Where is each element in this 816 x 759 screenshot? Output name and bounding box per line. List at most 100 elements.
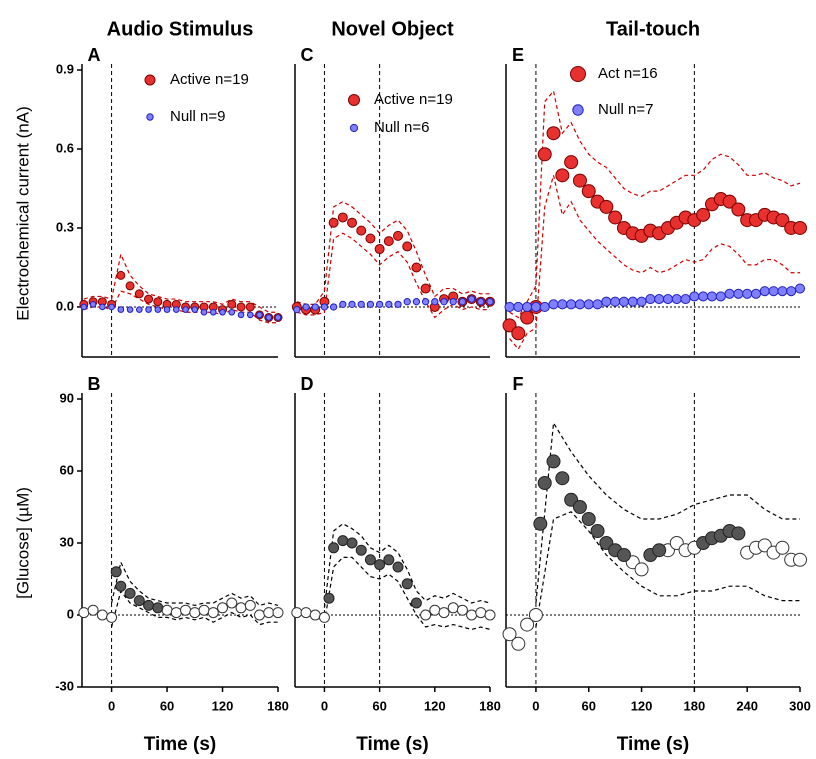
data-point: [366, 300, 375, 308]
data-point: [581, 184, 596, 199]
data-point: [374, 244, 385, 255]
data-point: [662, 294, 674, 305]
data-point: [116, 270, 126, 280]
legend-label: Null n=6: [374, 119, 429, 136]
data-point: [293, 305, 301, 314]
data-point: [246, 311, 254, 319]
data-point: [431, 298, 439, 306]
panel-title: Tail-touch: [606, 18, 700, 40]
data-point: [365, 233, 376, 244]
data-point: [274, 314, 282, 321]
data-point: [244, 599, 256, 611]
data-point: [420, 609, 432, 621]
y-axis-label: [Glucose] (µM): [13, 487, 32, 599]
data-point: [392, 561, 404, 573]
legend-label: Null n=7: [598, 101, 653, 118]
x-tick-label: 180: [684, 698, 706, 713]
data-point: [191, 306, 199, 313]
legend-label: Active n=19: [374, 91, 453, 108]
legend-marker: [144, 74, 156, 86]
data-point: [163, 306, 171, 313]
data-point: [466, 609, 478, 621]
data-point: [200, 308, 208, 316]
data-point: [546, 126, 561, 141]
data-point: [272, 607, 284, 619]
data-point: [555, 168, 570, 183]
data-point: [401, 578, 413, 590]
data-point: [117, 306, 125, 313]
data-point: [601, 296, 612, 307]
data-point: [634, 562, 649, 577]
data-point: [447, 602, 459, 614]
data-point: [581, 512, 596, 526]
data-point: [256, 311, 263, 319]
legend-marker: [349, 123, 359, 133]
x-tick-label: 60: [372, 698, 386, 713]
data-point: [574, 299, 585, 310]
data-point: [320, 303, 329, 311]
data-point: [429, 604, 441, 616]
x-tick-label: 120: [212, 698, 234, 713]
data-point: [226, 597, 238, 609]
data-point: [616, 548, 631, 562]
data-point: [513, 301, 524, 313]
data-point: [449, 298, 457, 306]
data-point: [394, 300, 402, 308]
data-point: [136, 306, 143, 313]
data-point: [375, 300, 384, 308]
y-tick-label: 0: [67, 606, 74, 621]
data-point: [189, 607, 201, 619]
data-point: [777, 286, 788, 297]
error-band: [509, 89, 801, 319]
data-point: [793, 552, 807, 567]
y-tick-label: 0.0: [56, 298, 74, 313]
data-point: [759, 286, 770, 297]
data-point: [323, 592, 335, 604]
data-point: [484, 609, 496, 621]
data-point: [237, 311, 245, 319]
data-point: [96, 609, 108, 621]
data-point: [291, 607, 303, 619]
data-point: [522, 301, 533, 313]
y-axis-label: Electrochemical current (nA): [13, 106, 32, 320]
data-point: [775, 213, 790, 228]
data-point: [80, 303, 88, 311]
data-point: [731, 526, 746, 541]
data-point: [530, 301, 541, 313]
data-point: [134, 289, 144, 299]
data-point: [145, 306, 152, 313]
data-point: [618, 296, 630, 307]
data-point: [402, 241, 413, 252]
error-band: [111, 589, 278, 628]
x-tick-label: 300: [789, 698, 811, 713]
data-point: [346, 537, 358, 549]
data-point: [125, 281, 135, 291]
data-point: [440, 298, 448, 306]
data-point: [733, 288, 744, 299]
data-point: [750, 288, 762, 299]
error-band: [296, 232, 490, 319]
legend-label: Act n=16: [598, 65, 658, 82]
data-point: [115, 580, 127, 592]
data-point: [99, 303, 106, 311]
data-point: [154, 306, 162, 313]
data-point: [347, 217, 358, 228]
data-point: [537, 476, 552, 490]
data-point: [348, 300, 356, 308]
data-point: [421, 298, 430, 306]
data-point: [265, 314, 273, 321]
data-point: [583, 299, 594, 310]
data-point: [533, 516, 548, 531]
data-point: [520, 310, 535, 325]
data-point: [161, 604, 173, 616]
y-tick-label: 30: [60, 534, 74, 549]
data-point: [775, 540, 790, 555]
data-point: [645, 294, 656, 305]
data-point: [198, 604, 210, 616]
y-tick-label: 90: [60, 390, 74, 405]
data-point: [546, 454, 561, 469]
data-point: [329, 303, 338, 311]
data-point: [385, 300, 393, 308]
data-point: [217, 602, 229, 614]
